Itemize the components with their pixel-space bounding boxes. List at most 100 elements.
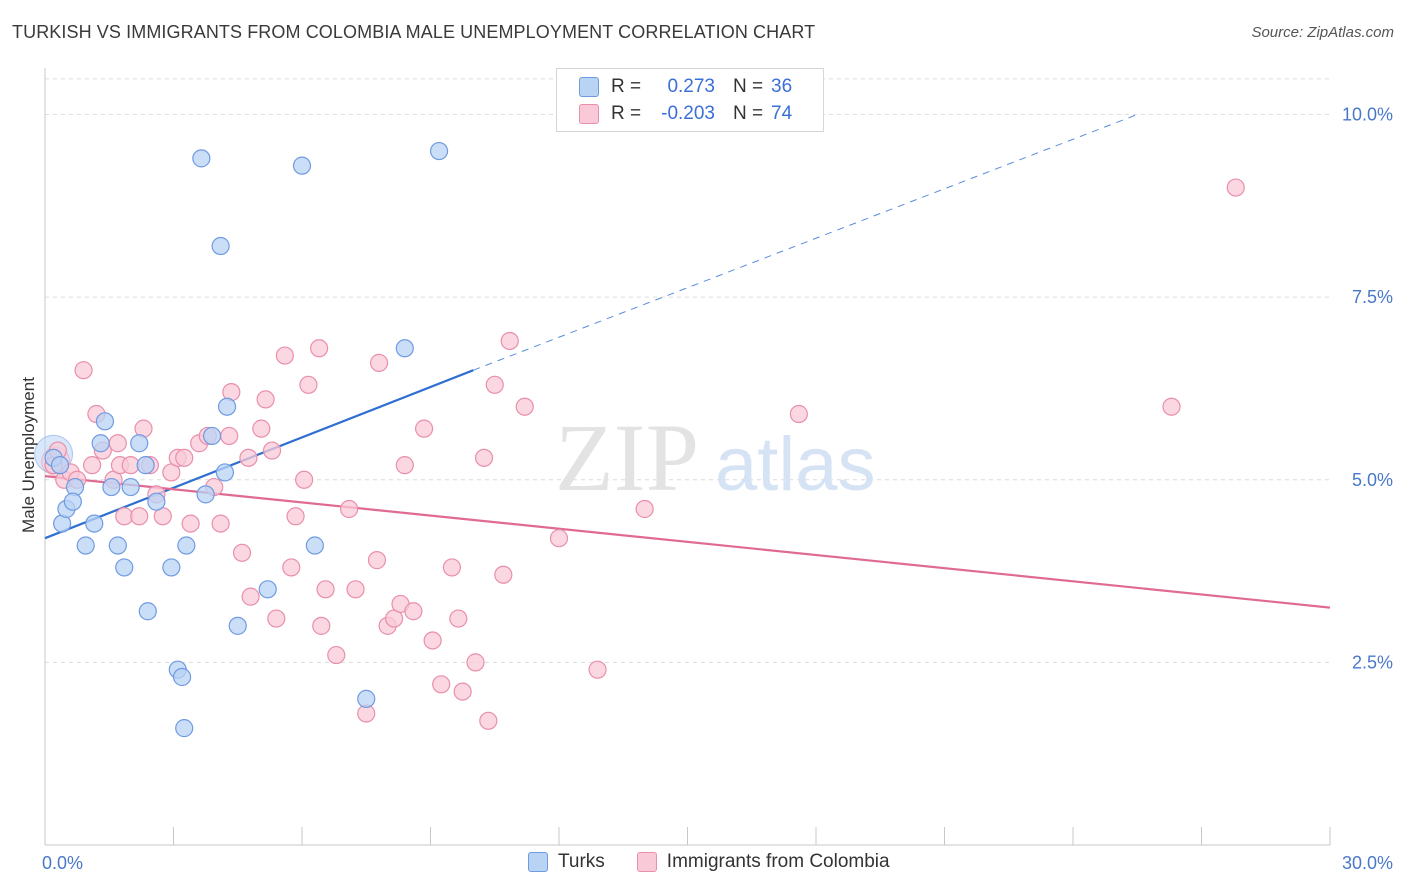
colombia-point [789, 404, 808, 424]
colombia-point [442, 558, 462, 577]
colombia-point [549, 529, 569, 548]
legend-row-turks: R = 0.273 N = 36 [579, 74, 792, 100]
colombia-point [267, 609, 286, 628]
turks-point [91, 434, 110, 453]
turks-point [130, 434, 149, 453]
colombia-point [262, 441, 282, 460]
legend-swatch-colombia [636, 852, 657, 872]
colombia-point [340, 499, 359, 519]
colombia-point [485, 375, 504, 394]
legend-label-turks: Turks [558, 851, 605, 872]
colombia-point [494, 565, 513, 584]
legend-swatch-turks [579, 77, 599, 97]
turks-trend-line-extension [473, 114, 1138, 371]
colombia-point [275, 346, 294, 365]
turks-point [175, 719, 194, 738]
colombia-point [252, 419, 271, 438]
colombia-point [256, 390, 275, 409]
colombia-point [74, 361, 93, 380]
legend-n-label: N = [733, 103, 764, 124]
legend-r-label: R = [611, 103, 642, 124]
legend-label-colombia: Immigrants from Colombia [666, 851, 890, 872]
turks-point [115, 558, 134, 577]
colombia-point [175, 448, 194, 467]
colombia-point [432, 675, 451, 694]
turks-trend-line [44, 369, 474, 540]
colombia-point [286, 507, 305, 526]
y-tick-label: 2.5% [1352, 652, 1393, 672]
colombia-point [282, 558, 301, 577]
turks-point [202, 426, 222, 446]
turks-point [102, 477, 121, 497]
turks-point [172, 667, 192, 687]
colombia-point [466, 653, 485, 672]
grid-lines [45, 78, 1330, 663]
colombia-point [299, 375, 318, 394]
turks-point [138, 602, 157, 621]
turks-point [50, 456, 70, 475]
colombia-point [414, 419, 434, 438]
colombia-point [453, 682, 472, 701]
turks-point [63, 492, 82, 511]
x-tick-label: 30.0% [1342, 853, 1393, 873]
turks-point [357, 689, 376, 709]
turks-point [95, 412, 115, 431]
colombia-point [181, 514, 200, 533]
colombia-point [474, 448, 494, 467]
colombia-point [423, 631, 442, 650]
colombia-point [295, 470, 314, 489]
colombia-point [1162, 397, 1181, 416]
correlation-legend: R = 0.273 N = 36 R = -0.203 N = 74 [556, 68, 824, 132]
colombia-point [211, 514, 230, 533]
watermark: ZIP atlas [555, 404, 876, 511]
colombia-point [220, 426, 239, 446]
source-label: Source: ZipAtlas.com [1251, 24, 1394, 41]
legend-n-label: N = [733, 76, 764, 97]
turks-point [192, 149, 211, 168]
legend-n-value: 74 [771, 103, 793, 124]
legend-r-label: R = [611, 76, 642, 97]
colombia-point [635, 499, 654, 519]
turks-point [136, 456, 155, 475]
colombia-point [500, 331, 519, 351]
turks-point [196, 485, 215, 504]
colombia-point [449, 609, 468, 628]
colombia-point [515, 397, 534, 416]
turks-point [217, 397, 237, 416]
legend-r-value: 0.273 [667, 76, 715, 97]
y-tick-label: 7.5% [1352, 287, 1393, 307]
colombia-point [316, 580, 335, 599]
turks-point [76, 536, 95, 555]
turks-point [258, 580, 277, 599]
colombia-point [239, 448, 258, 467]
colombia-point [312, 616, 331, 635]
colombia-point [346, 580, 365, 599]
series-legend: Turks Immigrants from Colombia [528, 851, 922, 873]
y-axis-label: Male Unemployment [19, 377, 38, 533]
legend-item-colombia: Immigrants from Colombia [636, 851, 890, 873]
turks-point [211, 236, 230, 256]
trend-lines [44, 114, 1331, 609]
turks-point [215, 463, 234, 482]
colombia-point [479, 711, 498, 730]
legend-n-value: 36 [771, 76, 793, 97]
chart-title: TURKISH VS IMMIGRANTS FROM COLOMBIA MALE… [12, 22, 816, 42]
y-tick-label: 5.0% [1352, 470, 1393, 490]
turks-point [162, 558, 181, 577]
legend-row-colombia: R = -0.203 N = 74 [579, 101, 792, 127]
colombia-trend-line [44, 475, 1331, 609]
legend-swatch-colombia [579, 104, 599, 124]
colombia-point [232, 543, 252, 562]
turks-point [305, 536, 324, 555]
legend-swatch-turks [528, 852, 548, 872]
tick-labels: 2.5% 5.0% 7.5% 10.0% 0.0% 30.0% [42, 105, 1393, 873]
colombia-point [130, 507, 149, 526]
colombia-point [404, 602, 423, 621]
turks-point [85, 514, 104, 533]
colombia-point [310, 339, 329, 358]
turks-point [177, 536, 196, 555]
watermark-zip: ZIP [555, 404, 699, 511]
turks-point [292, 156, 312, 175]
data-points [34, 141, 1245, 738]
turks-point [121, 477, 140, 497]
